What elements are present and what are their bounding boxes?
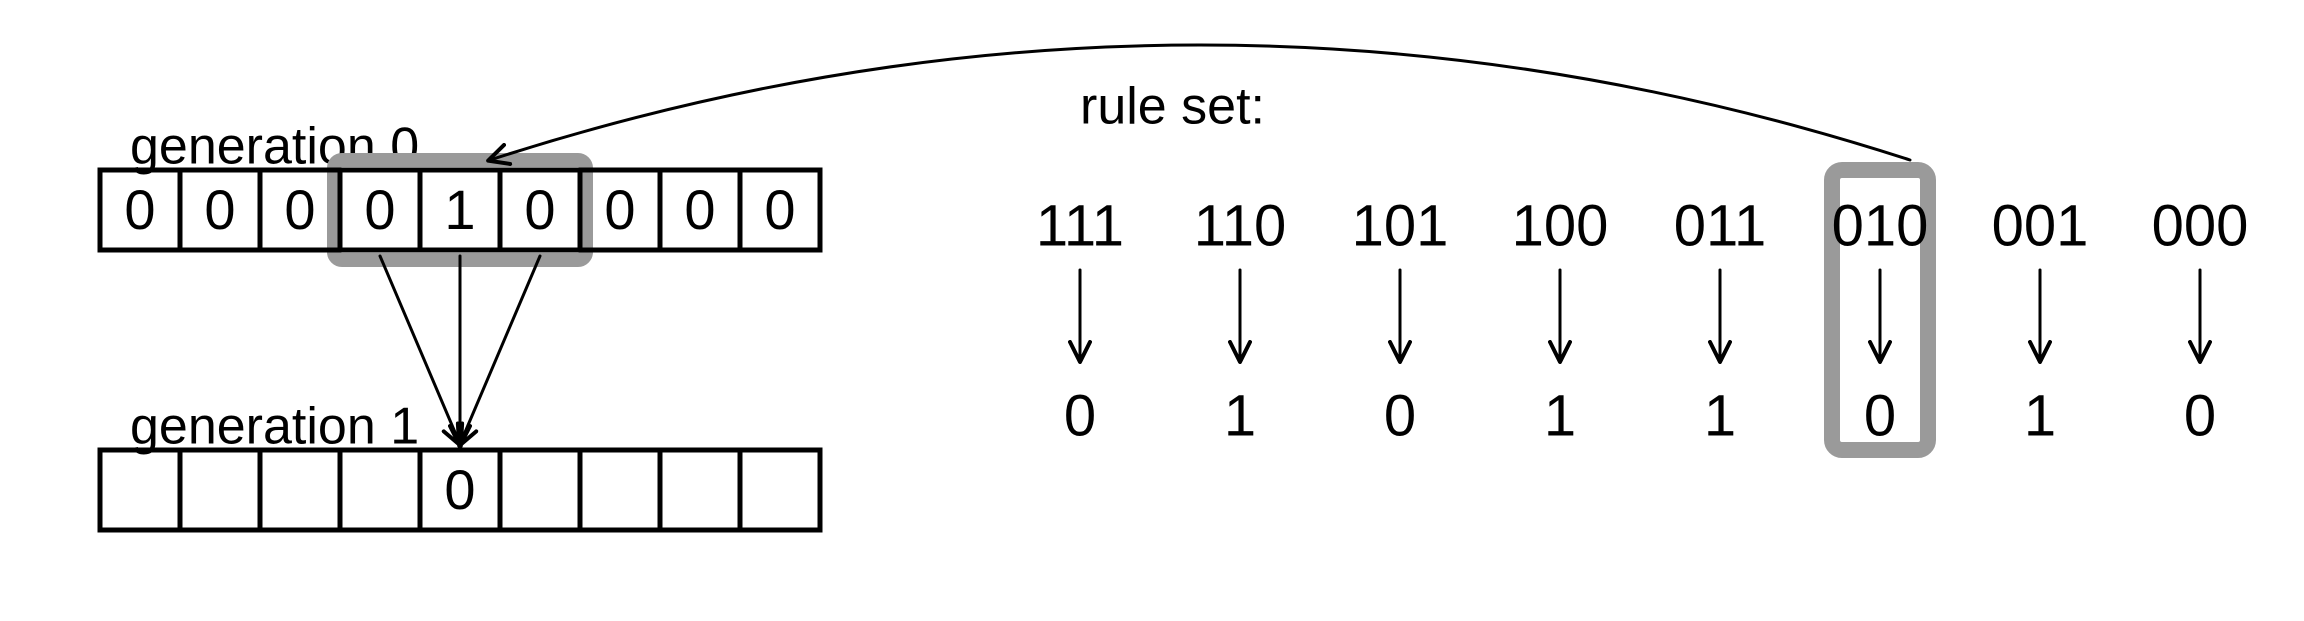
- rule-pattern: 011: [1674, 193, 1766, 258]
- rule-output: 0: [1864, 383, 1896, 448]
- rule-pattern: 110: [1194, 193, 1286, 258]
- gen1-cell-value: 0: [444, 458, 475, 521]
- rule-pattern: 010: [1832, 193, 1929, 258]
- converge-arrow: [460, 256, 540, 444]
- gen0-cell-value: 0: [604, 178, 635, 241]
- rule-output: 0: [1064, 383, 1096, 448]
- rule-pattern: 000: [2152, 193, 2249, 258]
- rule-output: 1: [2024, 383, 2056, 448]
- gen0-cell-value: 1: [444, 178, 475, 241]
- rule-pattern: 111: [1036, 193, 1124, 258]
- gen0-cell-value: 0: [124, 178, 155, 241]
- rule-output: 0: [2184, 383, 2216, 448]
- gen0-cell-value: 0: [684, 178, 715, 241]
- gen0-cell-value: 0: [204, 178, 235, 241]
- rule-output: 1: [1704, 383, 1736, 448]
- rule-pattern: 001: [1992, 193, 2089, 258]
- gen0-label: generation 0: [130, 118, 419, 176]
- diagram-canvas: generation 0000010000generation 10rule s…: [0, 0, 2304, 621]
- rule-output: 0: [1384, 383, 1416, 448]
- gen0-cell-value: 0: [764, 178, 795, 241]
- gen0-cell-value: 0: [524, 178, 555, 241]
- gen0-cell-value: 0: [284, 178, 315, 241]
- gen1-label: generation 1: [130, 398, 419, 456]
- ruleset-title: rule set:: [1080, 78, 1265, 136]
- gen0-cell-value: 0: [364, 178, 395, 241]
- rule-output: 1: [1224, 383, 1256, 448]
- rule-pattern: 101: [1352, 193, 1449, 258]
- rule-pattern: 100: [1512, 193, 1609, 258]
- rule-output: 1: [1544, 383, 1576, 448]
